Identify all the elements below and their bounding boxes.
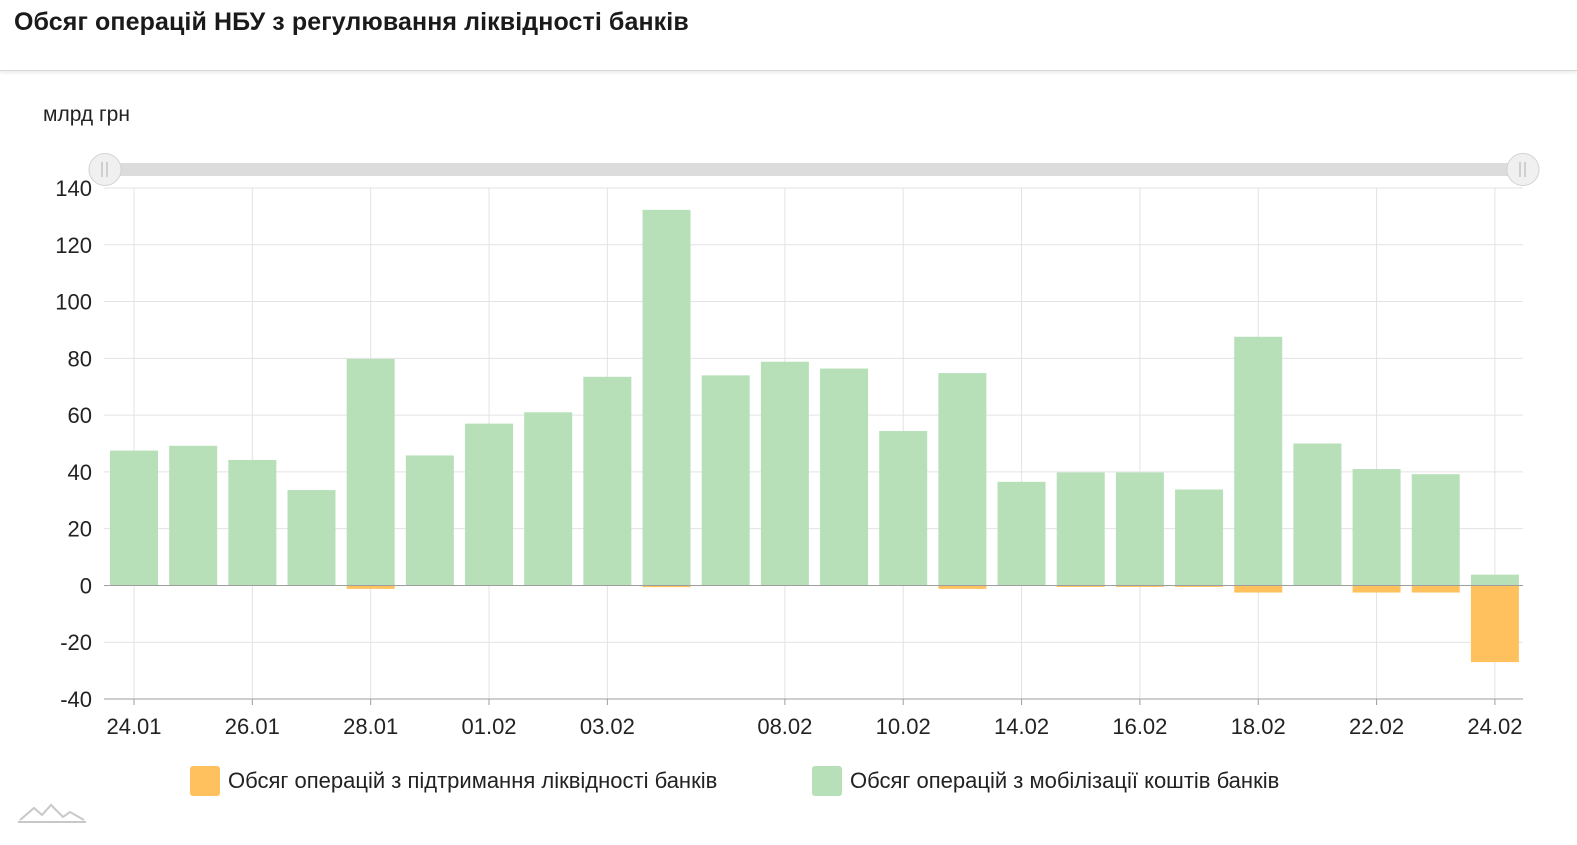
y-tick-label: 40	[68, 460, 92, 485]
bar-support[interactable]	[1352, 585, 1401, 593]
slider-handle-right[interactable]	[1506, 153, 1540, 186]
slider-handle-left[interactable]	[88, 153, 122, 186]
y-tick-label: 60	[68, 403, 92, 428]
bar-mobilization[interactable]	[1234, 336, 1283, 586]
bar-support[interactable]	[1411, 585, 1460, 593]
bar-mobilization[interactable]	[465, 423, 514, 586]
x-tick-label: 28.01	[343, 714, 398, 739]
slider-handle-icon[interactable]	[1506, 153, 1540, 186]
bar-mobilization[interactable]	[1175, 489, 1224, 586]
slider-handle-icon[interactable]	[88, 153, 122, 186]
x-tick-label: 03.02	[580, 714, 635, 739]
bar-mobilization[interactable]	[169, 445, 218, 586]
bar-mobilization[interactable]	[110, 450, 158, 586]
bar-mobilization[interactable]	[1056, 472, 1105, 586]
bar-support[interactable]	[1470, 585, 1519, 663]
bar-mobilization[interactable]	[1115, 472, 1164, 586]
legend-swatch-mobilization	[812, 766, 842, 796]
bars-layer	[110, 209, 1519, 663]
bar-mobilization[interactable]	[642, 209, 691, 586]
y-tick-label: 140	[55, 176, 92, 201]
bar-mobilization[interactable]	[760, 361, 809, 586]
axis-layer: -40 -20 0 20 40 60 80 100 120 140 24.01 26.01 28.01 0…	[55, 176, 1523, 739]
y-tick-label: 80	[68, 346, 92, 371]
y-tick-label: 0	[80, 573, 92, 598]
y-tick-label: -40	[60, 687, 92, 712]
x-tick-label: 18.02	[1231, 714, 1286, 739]
bar-support[interactable]	[1234, 585, 1283, 593]
bar-support[interactable]	[346, 585, 395, 589]
x-tick-label: 24.02	[1467, 714, 1522, 739]
bar-mobilization[interactable]	[287, 490, 336, 586]
y-tick-label: 100	[55, 290, 92, 315]
bar-mobilization[interactable]	[1293, 443, 1342, 586]
bar-mobilization[interactable]	[701, 375, 750, 586]
bar-mobilization[interactable]	[228, 459, 277, 586]
x-tick-label: 16.02	[1112, 714, 1167, 739]
range-slider[interactable]	[88, 153, 1540, 186]
legend: Обсяг операцій з підтримання ліквідності…	[0, 764, 1577, 798]
header: Обсяг операцій НБУ з регулювання ліквідн…	[0, 0, 1577, 71]
legend-label-mobilization: Обсяг операцій з мобілізації коштів банк…	[850, 768, 1280, 793]
bar-mobilization[interactable]	[1470, 574, 1519, 586]
x-tick-label: 22.02	[1349, 714, 1404, 739]
y-tick-label: 120	[55, 233, 92, 258]
bar-support[interactable]	[642, 585, 691, 588]
slider-track[interactable]	[104, 163, 1524, 176]
bar-mobilization[interactable]	[1411, 474, 1460, 586]
bar-support[interactable]	[938, 585, 987, 589]
bar-mobilization[interactable]	[997, 481, 1046, 586]
bar-support[interactable]	[1175, 585, 1224, 587]
page-title: Обсяг операцій НБУ з регулювання ліквідн…	[14, 8, 689, 36]
bar-mobilization[interactable]	[879, 431, 928, 586]
mountain-logo-icon	[18, 803, 86, 823]
legend-item-support[interactable]: Обсяг операцій з підтримання ліквідності…	[190, 764, 717, 798]
x-tick-label: 26.01	[225, 714, 280, 739]
x-tick-label: 01.02	[461, 714, 516, 739]
y-tick-label: 20	[68, 517, 92, 542]
bar-mobilization[interactable]	[820, 368, 869, 586]
x-tick-label: 24.01	[106, 714, 161, 739]
x-tick-label: 10.02	[876, 714, 931, 739]
bar-mobilization[interactable]	[583, 376, 632, 586]
bar-mobilization[interactable]	[938, 373, 987, 586]
bar-mobilization[interactable]	[405, 455, 454, 586]
bar-mobilization[interactable]	[1352, 469, 1401, 586]
bar-support[interactable]	[1056, 585, 1105, 587]
legend-swatch-support	[190, 766, 220, 796]
bar-mobilization[interactable]	[524, 412, 573, 586]
bar-mobilization[interactable]	[346, 358, 395, 586]
y-tick-label: -20	[60, 630, 92, 655]
legend-item-mobilization[interactable]: Обсяг операцій з мобілізації коштів банк…	[812, 764, 1279, 798]
bar-support[interactable]	[1115, 585, 1164, 587]
y-axis-unit: млрд грн	[43, 103, 130, 126]
x-tick-label: 14.02	[994, 714, 1049, 739]
x-tick-label: 08.02	[757, 714, 812, 739]
legend-label-support: Обсяг операцій з підтримання ліквідності…	[228, 768, 718, 793]
